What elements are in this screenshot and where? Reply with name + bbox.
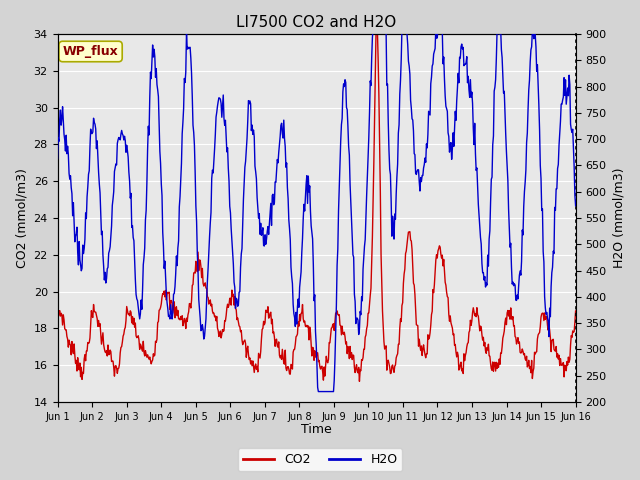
Y-axis label: H2O (mmol/m3): H2O (mmol/m3) xyxy=(612,168,625,268)
Legend: CO2, H2O: CO2, H2O xyxy=(237,448,403,471)
Y-axis label: CO2 (mmol/m3): CO2 (mmol/m3) xyxy=(15,168,28,268)
Text: WP_flux: WP_flux xyxy=(63,45,118,58)
Title: LI7500 CO2 and H2O: LI7500 CO2 and H2O xyxy=(236,15,397,30)
X-axis label: Time: Time xyxy=(301,423,332,436)
